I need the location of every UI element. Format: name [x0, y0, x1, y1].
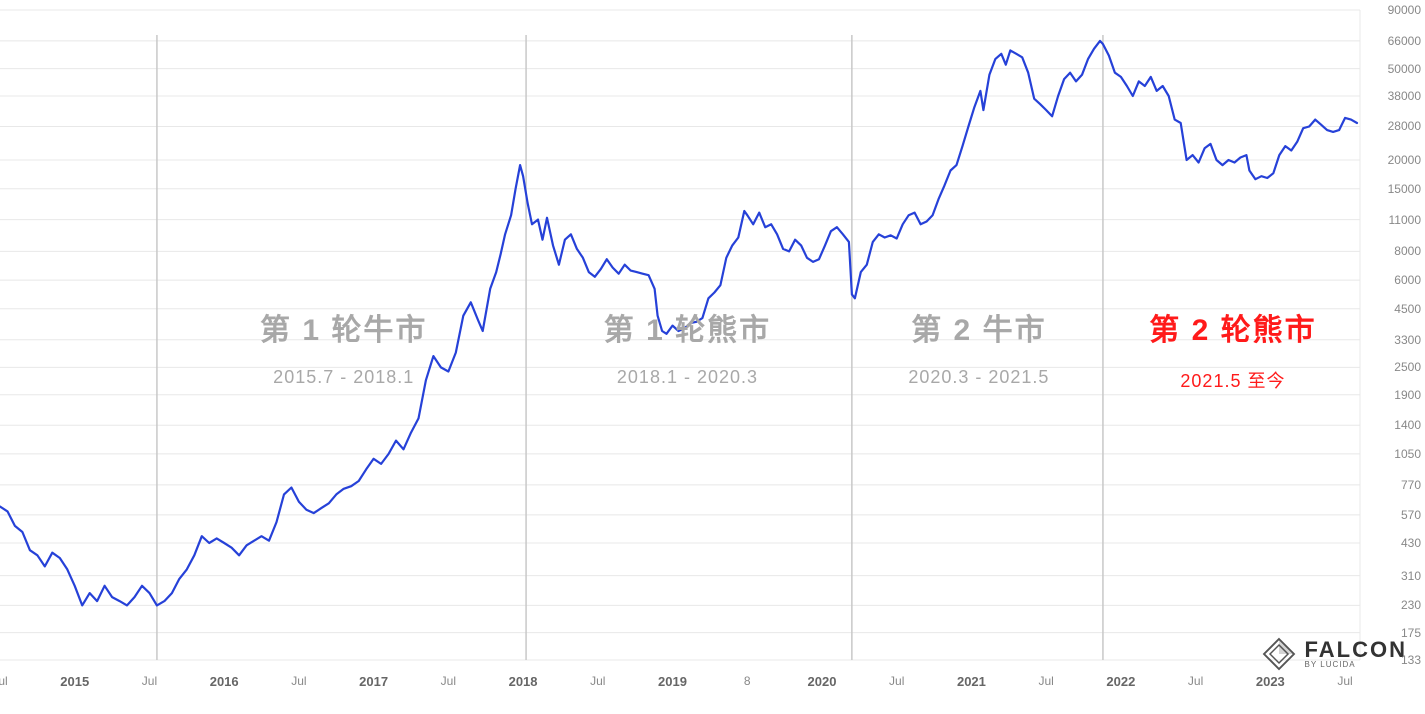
watermark: FALCON BY LUCIDA	[1261, 636, 1407, 672]
x-tick-label: 2020	[808, 674, 837, 689]
x-tick-label: 2016	[210, 674, 239, 689]
falcon-icon	[1261, 636, 1297, 672]
phase-range: 2018.1 - 2020.3	[604, 367, 771, 388]
y-tick-label: 430	[1401, 536, 1421, 550]
y-tick-label: 310	[1401, 569, 1421, 583]
phase-range: 2021.5 至今	[1149, 367, 1316, 393]
y-tick-label: 1400	[1394, 418, 1421, 432]
phase-label: 第 2 牛市 2020.3 - 2021.5	[908, 305, 1049, 388]
x-tick-label: 2023	[1256, 674, 1285, 689]
x-tick-label: Jul	[0, 674, 8, 688]
x-tick-label: Jul	[1188, 674, 1203, 688]
x-tick-label: 2022	[1106, 674, 1135, 689]
y-tick-label: 38000	[1388, 89, 1421, 103]
y-tick-label: 770	[1401, 478, 1421, 492]
y-tick-label: 4500	[1394, 302, 1421, 316]
phase-range: 2015.7 - 2018.1	[260, 367, 427, 388]
x-tick-label: 2021	[957, 674, 986, 689]
x-tick-label: Jul	[142, 674, 157, 688]
x-tick-label: 2015	[60, 674, 89, 689]
x-tick-label: Jul	[889, 674, 904, 688]
y-tick-label: 20000	[1388, 153, 1421, 167]
phase-title: 第 1 轮熊市	[604, 305, 771, 349]
x-tick-label: 2018	[509, 674, 538, 689]
phase-label: 第 1 轮熊市 2018.1 - 2020.3	[604, 305, 771, 388]
x-tick-label: Jul	[291, 674, 306, 688]
x-tick-label: 2019	[658, 674, 687, 689]
y-tick-label: 50000	[1388, 62, 1421, 76]
y-tick-label: 11000	[1389, 213, 1421, 227]
x-tick-label: Jul	[1337, 674, 1352, 688]
x-tick-label: 8	[744, 674, 751, 688]
watermark-main: FALCON	[1305, 639, 1407, 661]
y-tick-label: 230	[1401, 598, 1421, 612]
y-tick-label: 1900	[1394, 388, 1421, 402]
phase-label: 第 1 轮牛市 2015.7 - 2018.1	[260, 305, 427, 388]
y-tick-label: 66000	[1388, 34, 1421, 48]
y-tick-label: 28000	[1388, 119, 1421, 133]
y-tick-label: 3300	[1394, 333, 1421, 347]
y-tick-label: 570	[1401, 508, 1421, 522]
price-chart-container: FALCON BY LUCIDA 90000 66000 50000 38000 280…	[0, 0, 1425, 714]
phase-range: 2020.3 - 2021.5	[908, 367, 1049, 388]
phase-title: 第 2 轮熊市	[1149, 305, 1316, 349]
phase-title: 第 1 轮牛市	[260, 305, 427, 349]
y-tick-label: 15000	[1388, 182, 1421, 196]
y-tick-label: 2500	[1394, 360, 1421, 374]
x-tick-label: 2017	[359, 674, 388, 689]
y-tick-label: 133	[1401, 653, 1421, 667]
y-tick-label: 6000	[1394, 273, 1421, 287]
y-tick-label: 175	[1401, 626, 1421, 640]
phase-title: 第 2 牛市	[908, 305, 1049, 349]
watermark-sub: BY LUCIDA	[1305, 661, 1407, 669]
x-tick-label: Jul	[590, 674, 605, 688]
phase-label: 第 2 轮熊市 2021.5 至今	[1149, 305, 1316, 393]
x-tick-label: Jul	[441, 674, 456, 688]
y-tick-label: 90000	[1388, 3, 1421, 17]
x-tick-label: Jul	[1038, 674, 1053, 688]
y-tick-label: 8000	[1394, 244, 1421, 258]
y-tick-label: 1050	[1394, 447, 1421, 461]
